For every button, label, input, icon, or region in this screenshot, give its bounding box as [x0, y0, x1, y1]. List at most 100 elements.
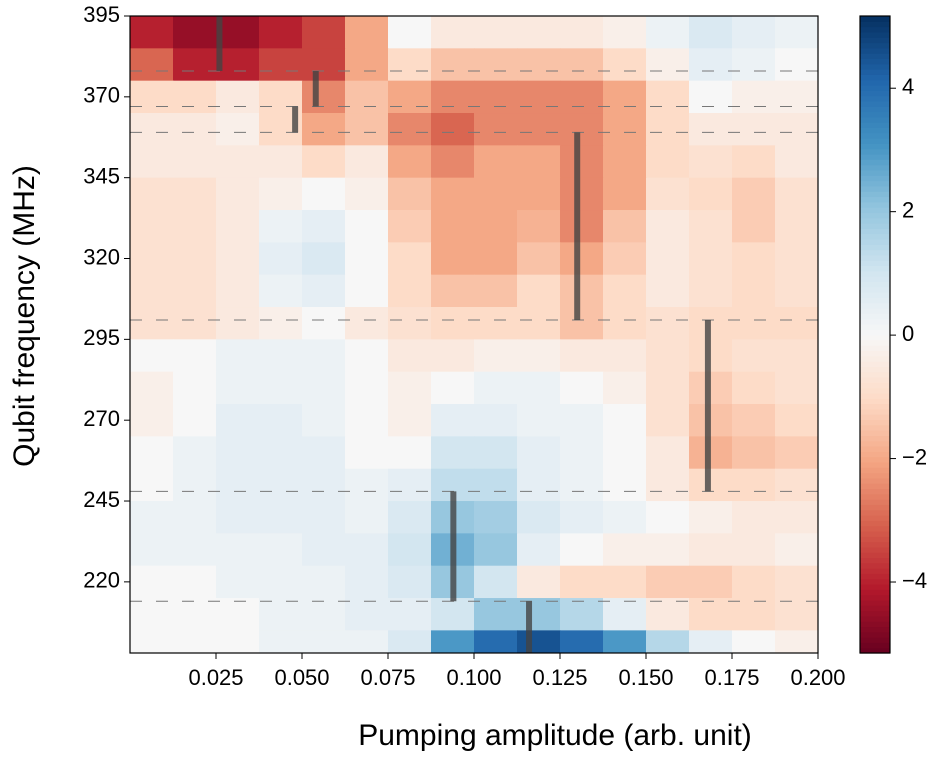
heatmap-cell: [216, 339, 260, 373]
heatmap-cell: [130, 113, 174, 146]
colorbar-segment: [860, 615, 890, 622]
heatmap-cell: [474, 307, 518, 340]
heatmap-cell: [259, 307, 303, 340]
heatmap-cell: [216, 630, 260, 654]
heatmap-cell: [732, 80, 776, 114]
heatmap-cell: [517, 371, 561, 405]
heatmap-cell: [474, 630, 518, 654]
heatmap-cell: [216, 468, 260, 502]
colorbar-segment: [860, 148, 890, 155]
heatmap-cell: [775, 210, 819, 243]
colorbar-segment: [860, 376, 890, 383]
heatmap-cell: [474, 501, 518, 534]
heatmap-cell: [775, 48, 819, 82]
heatmap-cell: [173, 630, 217, 654]
heatmap-cell: [302, 16, 346, 49]
heatmap-cell: [388, 113, 432, 146]
x-axis-label: Pumping amplitude (arb. unit): [358, 719, 752, 752]
colorbar-segment: [860, 483, 890, 490]
heatmap-cell: [689, 242, 733, 276]
heatmap-cell: [130, 48, 174, 82]
heatmap-cell: [775, 274, 819, 308]
heatmap-cell: [259, 371, 303, 405]
heatmap-cell: [474, 468, 518, 502]
heatmap-cell: [431, 177, 475, 211]
heatmap-cell: [603, 404, 647, 437]
colorbar-segment: [860, 58, 890, 65]
heatmap-cell: [388, 404, 432, 437]
colorbar-segment: [860, 69, 890, 75]
heatmap-cell: [259, 598, 303, 631]
colorbar-segment: [860, 132, 890, 139]
heatmap-cell: [775, 339, 819, 373]
heatmap-cell: [732, 371, 776, 405]
heatmap-cell: [646, 371, 690, 405]
colorbar-segment: [860, 254, 890, 261]
heatmap-cell: [560, 468, 604, 502]
y-tick-label: 370: [83, 83, 120, 108]
heatmap-cell: [173, 468, 217, 502]
heatmap-cell: [560, 565, 604, 599]
colorbar-segment: [860, 212, 890, 219]
heatmap-cell: [474, 210, 518, 243]
colorbar-segment: [860, 143, 890, 150]
heatmap-cell: [603, 501, 647, 534]
heatmap-cell: [173, 16, 217, 49]
heatmap-cell: [517, 307, 561, 340]
heatmap-cell: [603, 436, 647, 470]
colorbar-segment: [860, 26, 890, 33]
x-tick-label: 0.100: [446, 665, 501, 690]
heatmap-cell: [345, 565, 389, 599]
heatmap-cell: [431, 16, 475, 49]
heatmap-cell: [560, 404, 604, 437]
colorbar-segment: [860, 541, 890, 548]
heatmap-cell: [216, 113, 260, 146]
heatmap-cell: [517, 274, 561, 308]
heatmap-cell: [345, 307, 389, 340]
colorbar-segment: [860, 169, 890, 176]
heatmap-cell: [259, 16, 303, 49]
heatmap-cell: [302, 501, 346, 534]
heatmap-cell: [689, 565, 733, 599]
heatmap-cell: [689, 145, 733, 179]
colorbar-segment: [860, 270, 890, 277]
y-tick-label: 220: [83, 568, 120, 593]
colorbar-segment: [860, 509, 890, 516]
heatmap-cell: [388, 177, 432, 211]
heatmap-cell: [775, 630, 819, 654]
colorbar-segment: [860, 74, 890, 81]
colorbar-segment: [860, 63, 890, 70]
heatmap-cell: [130, 274, 174, 308]
colorbar-segment: [860, 201, 890, 208]
colorbar-segment: [860, 461, 890, 468]
heatmap-cell: [259, 436, 303, 470]
colorbar-segment: [860, 297, 890, 304]
heatmap-cell: [345, 468, 389, 502]
heatmap-cell: [560, 598, 604, 631]
heatmap-cell: [388, 48, 432, 82]
heatmap-cell: [302, 371, 346, 405]
heatmap-cell: [517, 48, 561, 82]
colorbar-segment: [860, 345, 890, 352]
heatmap-cell: [646, 630, 690, 654]
heatmap-cell: [517, 630, 561, 654]
colorbar-tick-label: −4: [902, 568, 927, 593]
heatmap-cell: [474, 80, 518, 114]
heatmap-cell: [560, 177, 604, 211]
heatmap-cell: [689, 533, 733, 567]
heatmap-cell: [345, 80, 389, 114]
colorbar-segment: [860, 568, 890, 574]
heatmap-cell: [388, 145, 432, 179]
heatmap-cell: [775, 177, 819, 211]
heatmap-cell: [560, 307, 604, 340]
colorbar-segment: [860, 499, 890, 505]
colorbar-segment: [860, 238, 890, 245]
heatmap-cell: [388, 210, 432, 243]
heatmap-cell: [173, 436, 217, 470]
heatmap-cell: [259, 565, 303, 599]
colorbar-segment: [860, 578, 890, 585]
colorbar-frame: [859, 15, 891, 654]
heatmap-cell: [302, 307, 346, 340]
colorbar-segment: [860, 42, 890, 49]
heatmap-cell: [345, 339, 389, 373]
